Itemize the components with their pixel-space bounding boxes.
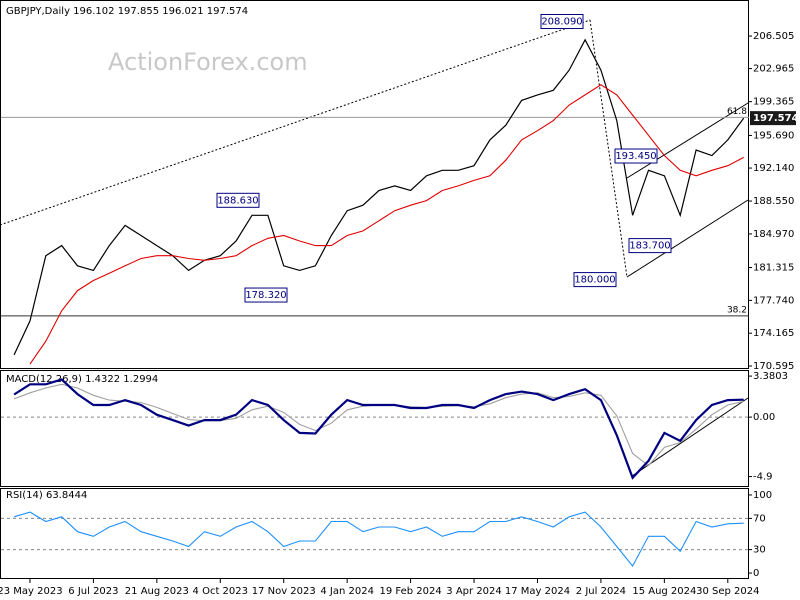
y-tick-label: 192.140: [753, 163, 794, 174]
series-line: [29, 84, 744, 365]
panel-title: GBPJPY,Daily 196.102 197.855 196.021 197…: [6, 6, 248, 17]
x-tick-label: 17 May 2024: [505, 586, 570, 597]
panel-title: RSI(14) 63.8444: [6, 490, 87, 501]
panel-title: MACD(12,26,9) 1.4322 1.2994: [6, 374, 158, 385]
annotation-label: 180.000: [574, 275, 615, 286]
annotation-box: [614, 148, 658, 164]
y-tick-label: 199.365: [753, 97, 794, 108]
annotation-box: [628, 238, 672, 254]
x-tick-label: 17 Nov 2023: [252, 586, 316, 597]
annotation-label: 208.090: [541, 17, 582, 28]
x-tick-label: 4 Oct 2023: [193, 586, 248, 597]
y-tick-label: -4.9: [753, 472, 773, 483]
y-tick-label: 177.740: [753, 295, 794, 306]
watermark: ActionForex.com: [108, 48, 308, 76]
y-tick-label: 30: [753, 545, 766, 556]
x-tick-label: 19 Feb 2024: [379, 586, 441, 597]
annotation-label: 188.630: [217, 195, 258, 206]
annotation-label: 193.450: [615, 151, 656, 162]
y-tick-label: 0.00: [753, 412, 775, 423]
annotation-label: 183.700: [629, 241, 670, 252]
last-price-box: [750, 111, 796, 126]
y-tick-label: 170.595: [753, 361, 794, 372]
series-line: [13, 378, 744, 480]
rsi-panel: [0, 488, 749, 579]
y-tick-label: 70: [753, 513, 766, 524]
x-tick-label: 2 Jul 2024: [576, 586, 626, 597]
x-tick-label: 4 Jan 2024: [320, 586, 374, 597]
price-panel: [0, 0, 749, 369]
x-tick-label: 23 May 2023: [0, 586, 63, 597]
series-line: [13, 511, 744, 567]
annotation-box: [216, 192, 260, 208]
annotation-label: 178.320: [245, 290, 286, 301]
macd-panel: [0, 370, 749, 487]
y-tick-label: 0: [753, 568, 759, 579]
y-tick-label: 3.3803: [753, 371, 788, 382]
y-tick-label: 195.690: [753, 130, 794, 141]
x-tick-label: 30 Sep 2024: [696, 586, 759, 597]
x-tick-label: 21 Aug 2023: [125, 586, 189, 597]
y-tick-label: 202.965: [753, 64, 794, 75]
x-tick-label: 6 Jul 2023: [68, 586, 118, 597]
channel-line: [626, 199, 749, 278]
y-tick-label: 206.505: [753, 31, 794, 42]
x-tick-label: 3 Apr 2024: [446, 586, 501, 597]
level-label: 38.2: [727, 305, 747, 315]
y-tick-label: 184.970: [753, 229, 794, 240]
y-tick-label: 174.165: [753, 328, 794, 339]
channel-line: [626, 102, 749, 179]
trend-line: [0, 19, 591, 226]
annotation-box: [540, 14, 584, 30]
annotation-box: [573, 272, 617, 288]
annotation-box: [244, 287, 288, 303]
y-tick-label: 181.315: [753, 263, 794, 274]
y-tick-label: 100: [753, 490, 772, 501]
y-tick-label: 188.550: [753, 196, 794, 207]
level-label: 61.8: [727, 107, 747, 117]
x-tick-label: 15 Aug 2024: [632, 586, 696, 597]
trend-line: [589, 19, 628, 278]
last-price-label: 197.574: [753, 113, 799, 124]
